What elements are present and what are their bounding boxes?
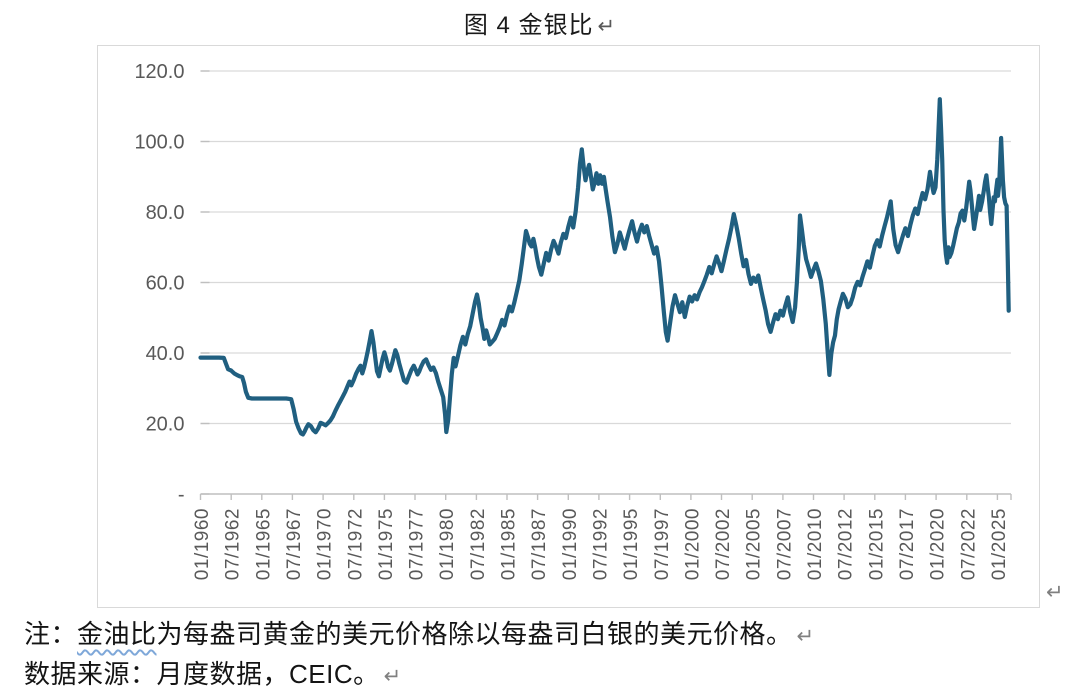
x-axis-label: 01/1995: [621, 508, 642, 580]
chart-note: 注：金油比为每盎司黄金的美元价格除以每盎司白银的美元价格。 ↵: [24, 614, 815, 651]
x-axis-label: 01/1980: [437, 508, 458, 580]
x-axis-label: 07/1987: [529, 508, 550, 580]
paragraph-mark-icon: ↵: [1046, 580, 1064, 604]
ratio-line-series: [198, 97, 1011, 437]
x-axis-label: 01/2020: [928, 508, 949, 580]
figure-title: 图 4 金银比 ↵: [0, 5, 1080, 40]
x-axis-label: 01/1970: [315, 508, 336, 580]
x-axis-label: 01/1960: [192, 508, 213, 580]
figure-title-text: 图 4 金银比: [463, 12, 594, 39]
note-prefix: 注：: [24, 619, 78, 649]
x-axis-label: 07/1972: [345, 508, 366, 580]
y-axis-label: 20.0: [146, 414, 185, 436]
paragraph-mark-icon: ↵: [383, 664, 402, 688]
y-axis-label: 100.0: [134, 132, 184, 154]
x-axis-label: 01/1985: [499, 508, 520, 580]
y-axis-label: 40.0: [146, 343, 185, 365]
x-axis-label: 07/2017: [897, 508, 918, 580]
x-axis-label: 01/1965: [253, 508, 274, 580]
x-axis-label: 07/2007: [774, 508, 795, 580]
paragraph-mark-icon: ↵: [597, 14, 617, 38]
note-term-spellcheck: 金油比: [77, 619, 157, 649]
x-axis-label: 07/1982: [468, 508, 489, 580]
x-axis-label: 07/1977: [407, 508, 428, 580]
x-axis-label: 01/1975: [376, 508, 397, 580]
x-axis-label: 07/2002: [713, 508, 734, 580]
gold-silver-ratio-line-chart: 120.0 100.0 80.0 60.0 40.0 20.0 -01/1960 07/196…: [134, 61, 1012, 580]
x-axis-label: 07/1997: [652, 508, 673, 580]
y-axis-label: -: [178, 484, 185, 506]
x-axis-label: 01/2010: [805, 508, 826, 580]
data-source-note: 数据来源：月度数据，CEIC。 ↵: [24, 654, 402, 691]
x-axis-label: 07/1992: [590, 508, 611, 580]
paragraph-mark-icon: ↵: [796, 624, 815, 648]
x-axis-label: 07/1967: [284, 508, 305, 580]
x-axis-label: 07/2022: [958, 508, 979, 580]
y-axis-label: 60.0: [146, 273, 185, 295]
x-axis-label: 07/2012: [836, 508, 857, 580]
note-body: 为每盎司黄金的美元价格除以每盎司白银的美元价格。: [156, 619, 793, 649]
x-axis-label: 01/2025: [989, 508, 1010, 580]
y-axis-label: 120.0: [134, 61, 184, 83]
x-axis-label: 01/2015: [866, 508, 887, 580]
x-axis-label: 01/1990: [560, 508, 581, 580]
data-source-text: 数据来源：月度数据，CEIC。: [24, 659, 380, 689]
x-axis-label: 01/2000: [682, 508, 703, 580]
y-axis-label: 80.0: [146, 202, 185, 224]
x-axis-label: 07/1962: [223, 508, 244, 580]
x-axis-label: 01/2005: [744, 508, 765, 580]
chart-area: 120.0 100.0 80.0 60.0 40.0 20.0 -01/1960 07/196…: [97, 45, 1040, 608]
